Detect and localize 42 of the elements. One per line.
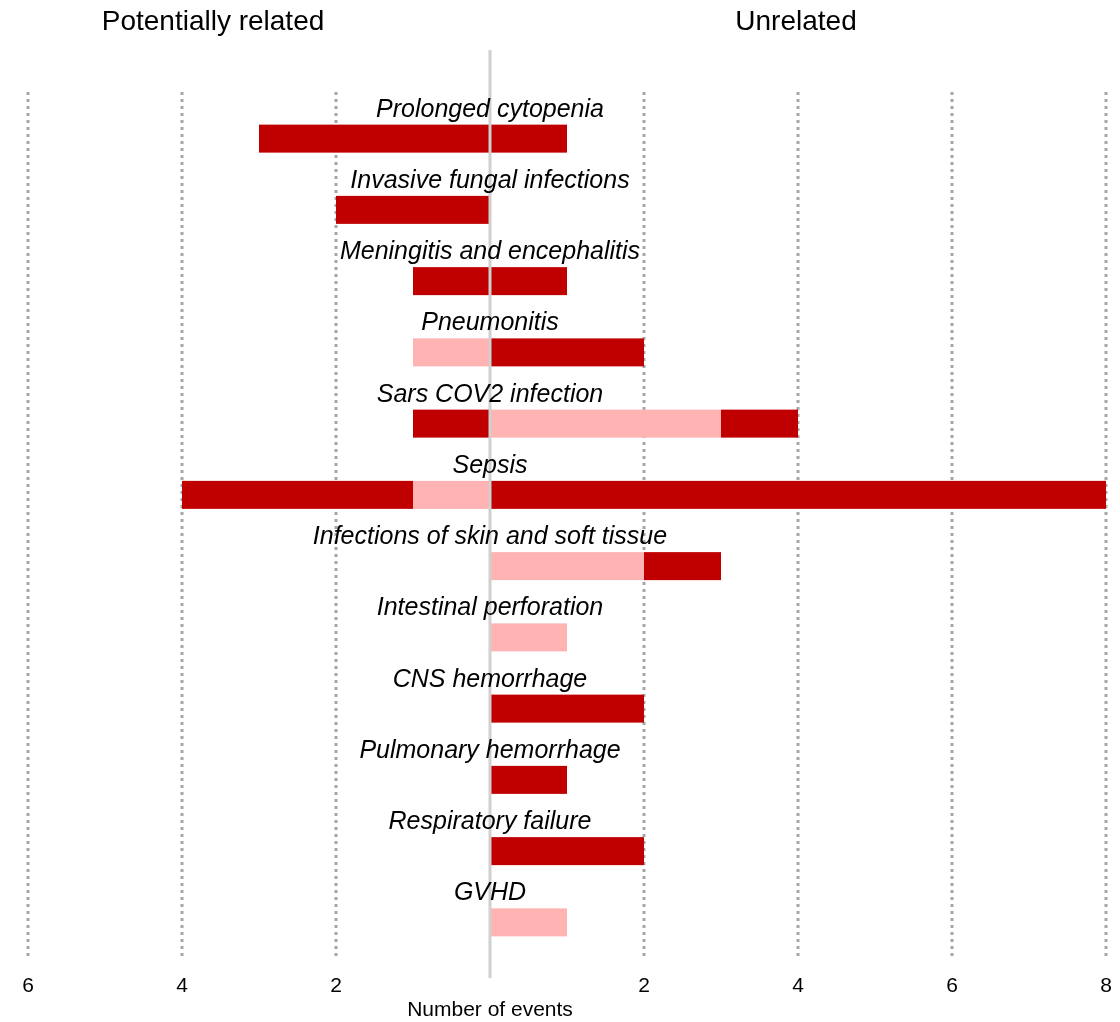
text: Potentially related [101, 5, 325, 36]
y-tick-label: Pneumonitis [421, 307, 559, 336]
y-tick-label: CNS hemorrhage [392, 663, 588, 692]
x-tick-label: 2 [330, 973, 342, 996]
bar [490, 694, 644, 723]
bar [490, 338, 644, 367]
bar [490, 552, 644, 581]
bar [490, 409, 721, 438]
bar [490, 124, 567, 153]
bar [413, 267, 490, 296]
y-tick-label: Sars COV2 infection [376, 378, 604, 407]
bar [644, 552, 721, 581]
y-tick-label: Prolonged cytopenia [376, 93, 605, 122]
bar [721, 409, 798, 438]
x-tick-label: 6 [946, 973, 958, 996]
bar [336, 195, 490, 224]
bar [490, 765, 567, 794]
x-tick-label: 4 [176, 973, 189, 996]
bar [182, 480, 413, 509]
y-tick-label: GVHD [453, 877, 527, 906]
bar [413, 480, 490, 509]
y-tick-label: Intestinal perforation [376, 592, 604, 621]
x-tick-label: 8 [1100, 973, 1112, 996]
bar [413, 409, 490, 438]
y-tick-label: Pulmonary hemorrhage [359, 734, 621, 763]
bar [490, 480, 1106, 509]
bar [413, 338, 490, 367]
y-tick-label: Respiratory failure [388, 806, 592, 835]
y-tick-label: Invasive fungal infections [350, 164, 630, 193]
x-tick-label: 6 [22, 973, 34, 996]
y-tick-label: Infections of skin and soft tissue [312, 521, 668, 550]
bar [490, 267, 567, 296]
y-tick-label: Meningitis and encephalitis [339, 236, 641, 265]
x-tick-label: 2 [638, 973, 650, 996]
bar [490, 837, 644, 866]
text: Unrelated [735, 5, 857, 36]
bar [490, 908, 567, 937]
x-axis-title: Number of events [407, 997, 573, 1020]
y-tick-label: Sepsis [452, 449, 528, 478]
x-tick-label: 4 [792, 973, 805, 996]
bar [259, 124, 490, 153]
bar [490, 623, 567, 652]
